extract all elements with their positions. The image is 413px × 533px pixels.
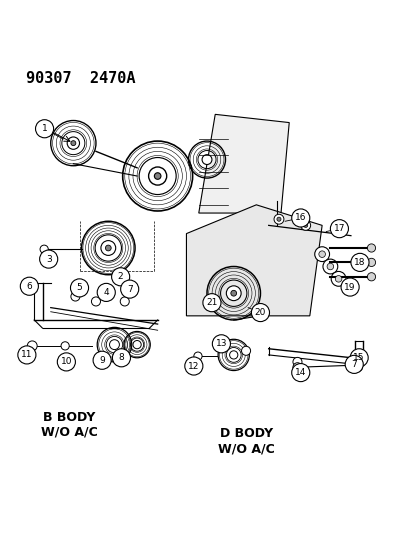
Circle shape: [36, 120, 54, 138]
Circle shape: [93, 351, 111, 369]
Text: 1: 1: [42, 124, 47, 133]
Text: 7: 7: [351, 360, 356, 369]
Circle shape: [322, 259, 337, 274]
Circle shape: [340, 278, 358, 296]
Circle shape: [27, 341, 37, 351]
Text: 12: 12: [188, 361, 199, 370]
Circle shape: [335, 276, 341, 282]
Text: 15: 15: [353, 353, 364, 362]
Text: 8: 8: [118, 353, 124, 362]
Circle shape: [241, 346, 250, 356]
Circle shape: [291, 364, 309, 382]
Circle shape: [251, 303, 269, 321]
Circle shape: [366, 259, 375, 266]
Circle shape: [71, 141, 76, 146]
Circle shape: [67, 137, 79, 149]
Circle shape: [112, 349, 130, 367]
Circle shape: [216, 342, 225, 351]
Circle shape: [366, 244, 375, 252]
Text: 11: 11: [21, 350, 33, 359]
Text: 21: 21: [206, 298, 217, 307]
Circle shape: [40, 250, 57, 268]
Circle shape: [366, 273, 375, 281]
Circle shape: [349, 349, 367, 367]
Circle shape: [18, 346, 36, 364]
Circle shape: [184, 357, 202, 375]
Circle shape: [330, 220, 348, 238]
Circle shape: [120, 297, 129, 306]
Circle shape: [303, 223, 307, 228]
Circle shape: [229, 351, 237, 359]
Text: 10: 10: [60, 358, 72, 366]
Text: 14: 14: [294, 368, 306, 377]
Circle shape: [154, 173, 161, 179]
Circle shape: [148, 167, 166, 185]
Circle shape: [226, 286, 240, 301]
Text: 18: 18: [354, 258, 365, 267]
Circle shape: [97, 284, 115, 302]
Circle shape: [40, 245, 48, 253]
Circle shape: [202, 294, 221, 312]
Circle shape: [120, 280, 138, 298]
Text: 9: 9: [99, 356, 105, 365]
Circle shape: [105, 245, 111, 251]
Circle shape: [291, 209, 309, 227]
Circle shape: [300, 221, 310, 230]
Text: 19: 19: [344, 282, 355, 292]
Circle shape: [330, 271, 345, 286]
Text: 3: 3: [46, 255, 52, 264]
Circle shape: [57, 353, 75, 371]
Circle shape: [354, 363, 361, 372]
Circle shape: [273, 214, 283, 224]
Circle shape: [20, 277, 38, 295]
Circle shape: [314, 247, 329, 262]
Circle shape: [91, 297, 100, 306]
Circle shape: [292, 358, 301, 366]
Text: 5: 5: [76, 284, 82, 293]
Text: D BODY
W/O A/C: D BODY W/O A/C: [217, 427, 274, 455]
Circle shape: [276, 217, 280, 221]
Circle shape: [71, 292, 80, 301]
Polygon shape: [186, 205, 321, 316]
Text: 6: 6: [26, 282, 32, 290]
Circle shape: [326, 263, 333, 270]
Text: 2: 2: [118, 272, 123, 281]
Circle shape: [193, 352, 202, 360]
Circle shape: [292, 363, 301, 372]
Text: 16: 16: [294, 214, 306, 222]
Text: 20: 20: [254, 308, 266, 317]
Text: 7: 7: [126, 285, 132, 294]
Circle shape: [101, 240, 115, 255]
Text: 90307  2470A: 90307 2470A: [26, 71, 135, 86]
Circle shape: [350, 253, 368, 271]
Circle shape: [133, 341, 141, 349]
Circle shape: [61, 342, 69, 350]
Text: B BODY
W/O A/C: B BODY W/O A/C: [41, 411, 97, 439]
Text: 17: 17: [333, 224, 344, 233]
Polygon shape: [198, 115, 289, 213]
Circle shape: [109, 340, 119, 350]
Circle shape: [230, 290, 236, 296]
Circle shape: [344, 356, 362, 374]
Circle shape: [212, 335, 230, 353]
Circle shape: [255, 311, 265, 321]
Circle shape: [318, 251, 325, 257]
Circle shape: [70, 279, 88, 297]
Circle shape: [112, 268, 129, 286]
Text: 13: 13: [215, 340, 227, 348]
Circle shape: [202, 155, 211, 165]
Text: 4: 4: [103, 288, 109, 297]
